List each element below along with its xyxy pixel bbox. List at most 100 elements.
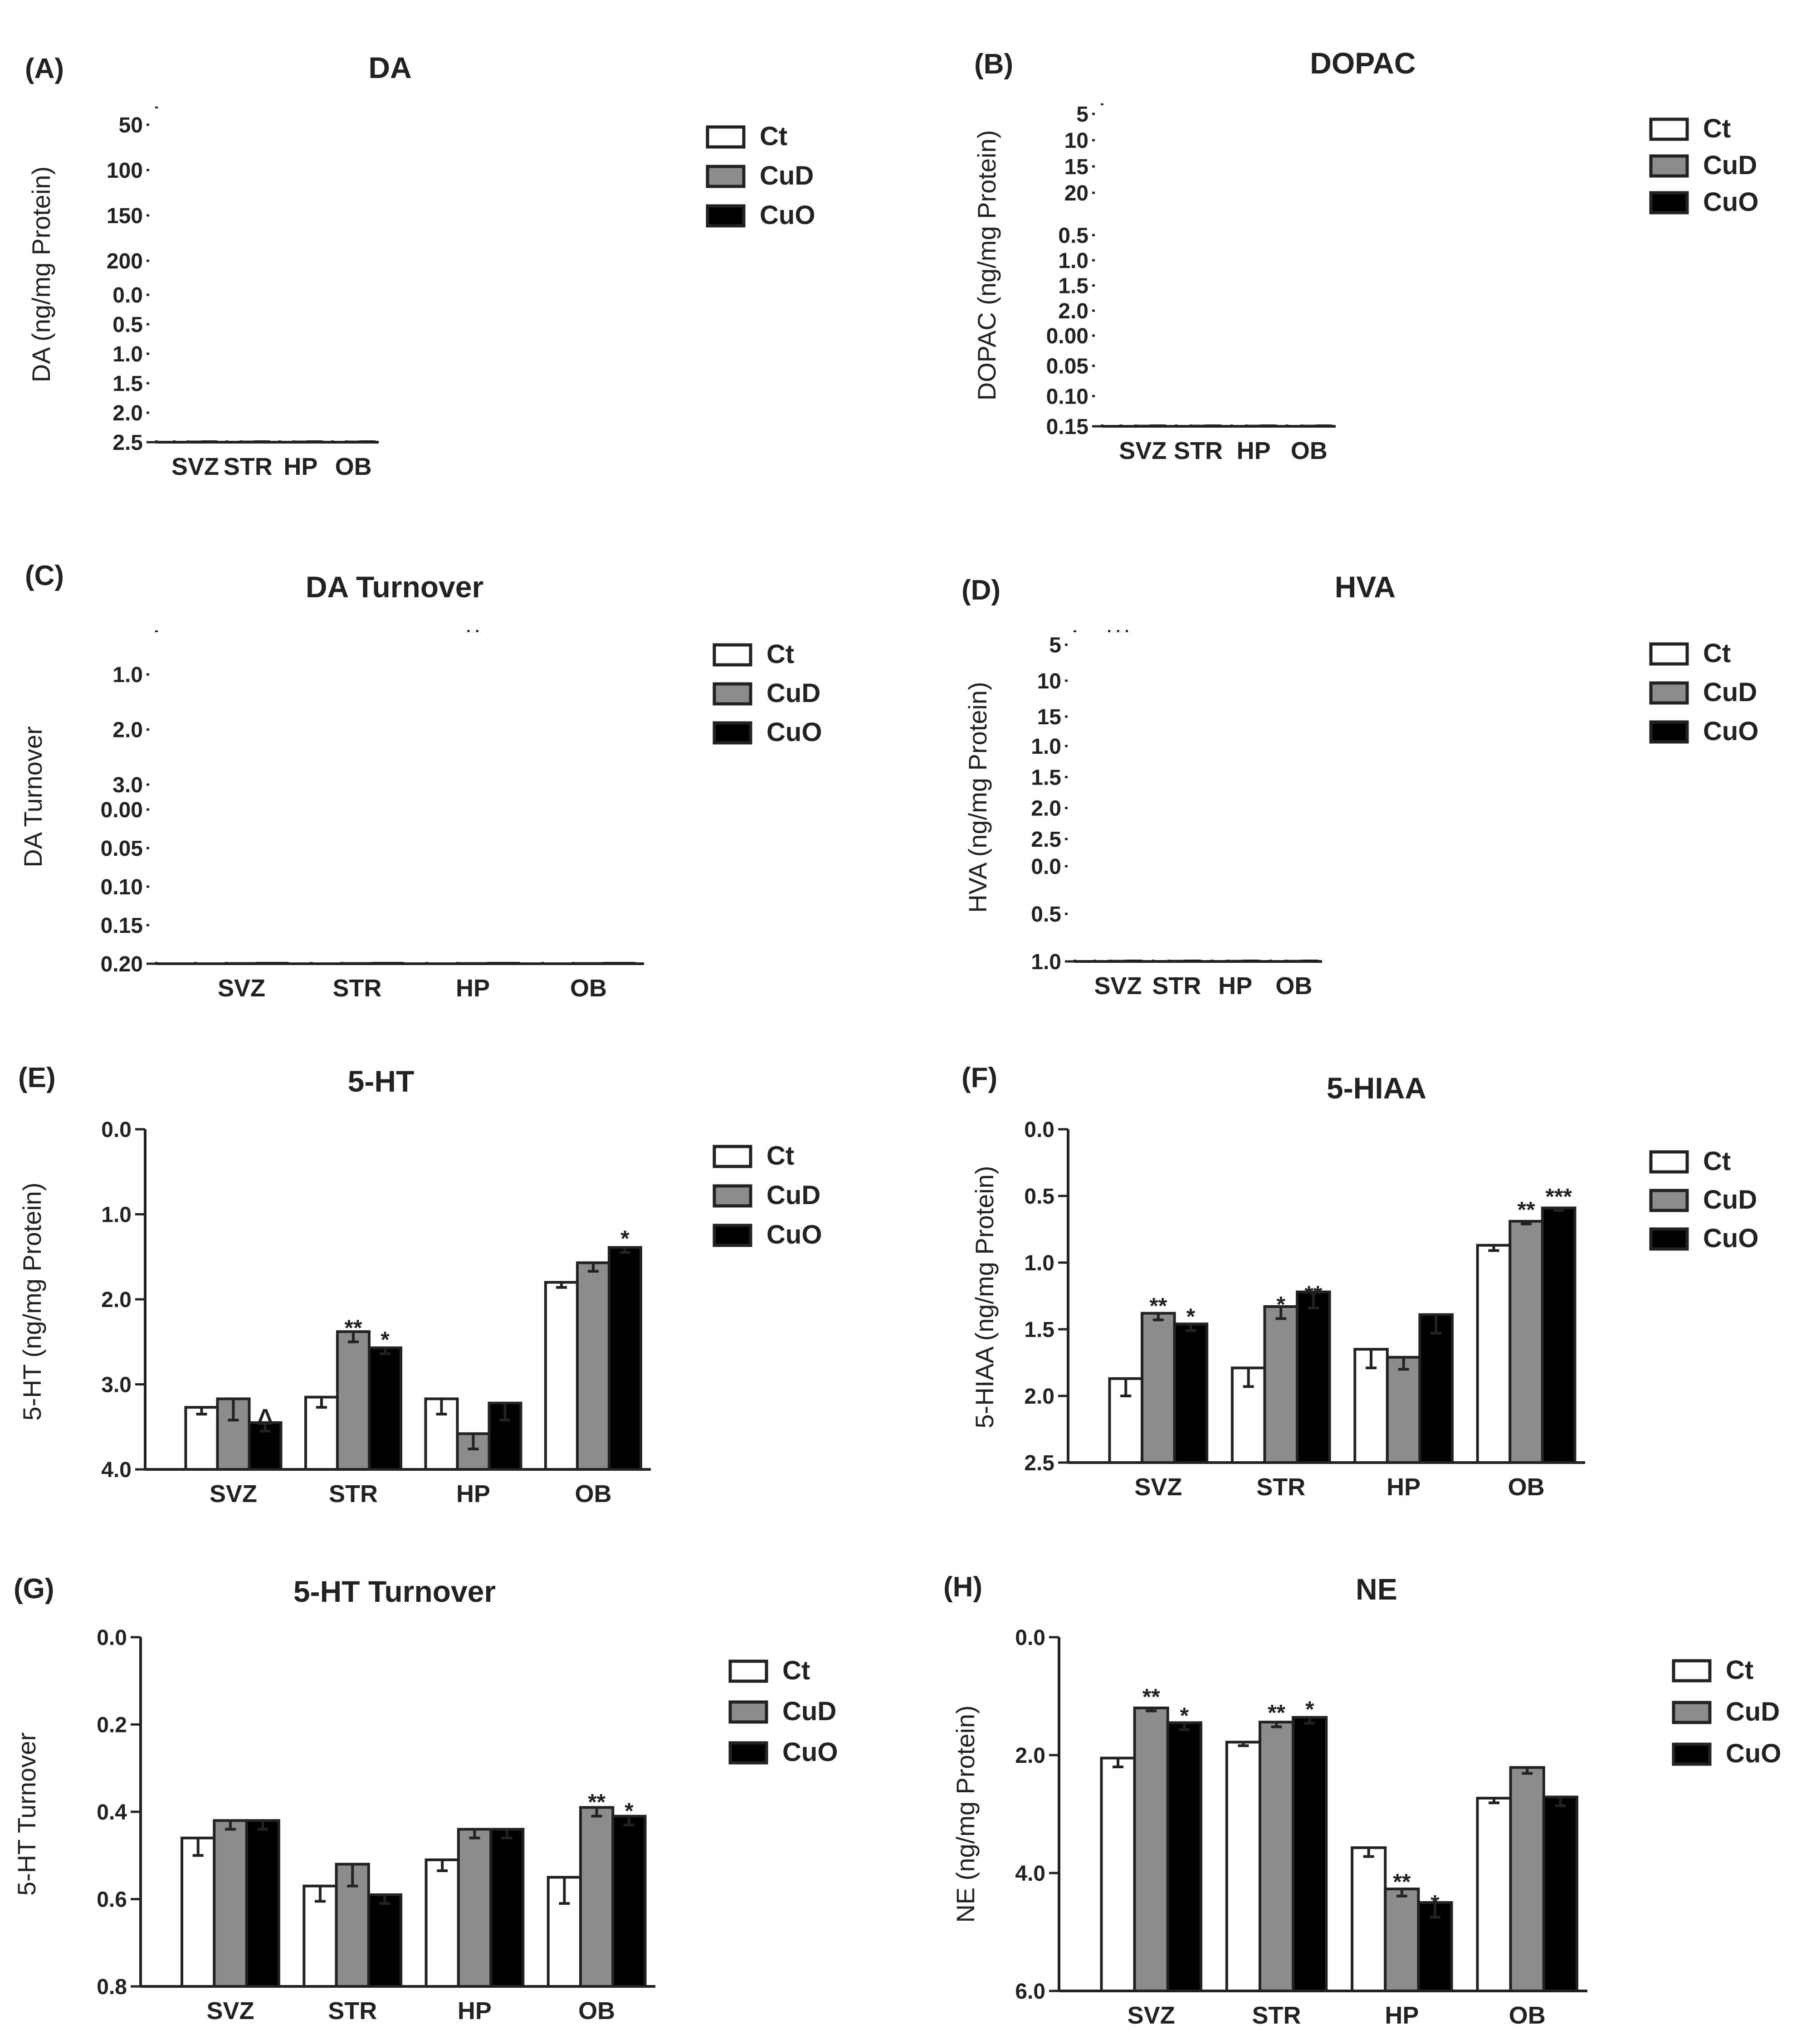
legend-label-cud: CuD	[766, 678, 820, 708]
y-axis-label: HVA (ng/mg Protein)	[963, 682, 992, 912]
y-tick-label: 15	[1064, 155, 1088, 179]
y-tick-label: 2.5	[1024, 1451, 1054, 1475]
bar-cuo-ob	[1541, 1206, 1577, 1464]
y-tick-label: 200	[107, 249, 143, 273]
y-tick-label: 0.2	[97, 1713, 127, 1737]
bar-cuo-hp	[1418, 1313, 1454, 1464]
axis-break-gap	[1095, 105, 1337, 309]
panel-label: (D)	[962, 575, 1001, 606]
legend-label-cuo: CuO	[1703, 187, 1758, 217]
legend-swatch-ct	[713, 1145, 752, 1168]
x-tick-label: OB	[578, 1997, 615, 2024]
legend-label-ct: Ct	[1703, 114, 1731, 143]
legend-swatch-cuo	[728, 1741, 768, 1765]
x-tick-label: OB	[1509, 2002, 1546, 2029]
y-tick-label: 0.0	[97, 1626, 127, 1650]
chart-title: 5-HT Turnover	[293, 1575, 496, 1608]
y-tick-label: 0.20	[101, 952, 143, 976]
y-tick-label: 0.4	[97, 1800, 127, 1824]
y-tick-label: 0.00	[101, 798, 143, 822]
legend-label-ct: Ct	[782, 1656, 810, 1685]
y-tick-label: 2.0	[1058, 299, 1088, 323]
legend-swatch-cud	[713, 682, 752, 706]
legend-swatch-ct	[713, 643, 752, 667]
significance-mark: ***	[1545, 1184, 1572, 1209]
legend-label-ct: Ct	[1703, 1146, 1731, 1176]
legend-swatch-cuo	[713, 721, 752, 745]
significance-mark: **	[1149, 1293, 1167, 1318]
chart-title: DOPAC	[1310, 46, 1416, 80]
x-tick-label: HP	[1218, 972, 1252, 1000]
panel-label: (G)	[14, 1573, 54, 1605]
legend-label-cud: CuD	[1703, 151, 1757, 180]
chart-title: DA	[368, 51, 411, 84]
bar-ct-hp	[425, 1858, 460, 1988]
significance-mark: **	[1518, 1197, 1535, 1223]
y-tick-label: 0.8	[97, 1975, 127, 1999]
legend-label-cud: CuD	[760, 161, 814, 190]
significance-mark: Δ	[257, 1405, 273, 1430]
legend-swatch-cuo	[713, 1224, 752, 1247]
y-tick-label: 0.6	[97, 1888, 127, 1912]
x-tick-label: SVZ	[1134, 1473, 1182, 1501]
bar-cud-svz	[1133, 1707, 1169, 1992]
y-tick-label: 0.0	[1024, 1118, 1054, 1142]
bar-ct-svz	[181, 1836, 216, 1988]
significance-mark: *	[625, 1798, 634, 1824]
bar-cuo-str	[367, 1346, 402, 1471]
bar-cud-hp	[1386, 1356, 1421, 1464]
legend-label-cud: CuD	[782, 1697, 836, 1726]
legend-label-cud: CuD	[1726, 1697, 1780, 1727]
y-tick-label: 1.0	[101, 1203, 132, 1227]
y-tick-label: 0.0	[1015, 1626, 1045, 1650]
legend-label-cud: CuD	[766, 1181, 820, 1210]
y-tick-label: 1.0	[1058, 249, 1088, 273]
legend-label-ct: Ct	[760, 122, 787, 151]
panel-label: (F)	[962, 1062, 997, 1093]
panel-label: (B)	[974, 49, 1013, 80]
y-tick-label: 1.5	[1024, 1318, 1054, 1342]
x-tick-label: OB	[570, 975, 607, 1002]
chart-panel-5: (E) 5-HT 5-HT (ng/mg Protein) 0.0 1.0 2.0 3.0 4…	[18, 1062, 822, 1507]
y-tick-label: 1.5	[1058, 274, 1088, 298]
legend-label-cuo: CuO	[766, 1220, 822, 1249]
y-tick-label: 0.5	[112, 313, 143, 337]
y-tick-label: 0.15	[101, 914, 143, 938]
legend-label-cuo: CuO	[1726, 1739, 1781, 1768]
y-tick-label: 2.0	[101, 1288, 132, 1312]
chart-panel-1: (A) DA DA (ng/mg Protein) 0.0 0.5 1.0 1.5 2.0 2.…	[25, 51, 815, 480]
significance-mark: **	[1304, 1281, 1322, 1307]
legend-swatch-ct	[1649, 1150, 1689, 1174]
chart-title: DA Turnover	[306, 570, 483, 604]
significance-mark: *	[1277, 1292, 1286, 1317]
bar-ct-str	[303, 1884, 338, 1988]
legend-label-cud: CuD	[1703, 678, 1757, 707]
bar-cud-hp	[457, 1828, 493, 1988]
bar-cud-svz	[213, 1819, 248, 1988]
bar-cud-ob	[576, 1261, 610, 1471]
x-tick-label: STR	[328, 1997, 377, 2024]
x-tick-label: HP	[283, 453, 317, 480]
y-tick-label: 6.0	[1015, 1980, 1045, 2004]
significance-mark: **	[1393, 1869, 1411, 1895]
y-tick-label: 10	[1037, 669, 1061, 693]
x-tick-label: STR	[1152, 972, 1201, 1000]
y-tick-label: 150	[107, 204, 143, 228]
y-tick-label: 2.0	[112, 718, 143, 742]
y-tick-label: 0.15	[1046, 415, 1088, 439]
significance-mark: **	[345, 1315, 362, 1341]
bar-cud-hp	[1384, 1888, 1420, 1993]
y-tick-label: 2.0	[1031, 797, 1061, 821]
y-axis-label: DOPAC (ng/mg Protein)	[972, 130, 1001, 400]
y-tick-label: 1.0	[112, 663, 143, 687]
legend-swatch-cud	[706, 165, 746, 188]
y-tick-label: 20	[1064, 181, 1088, 205]
significance-mark: **	[1268, 1700, 1285, 1726]
bar-ct-ob	[544, 1281, 579, 1471]
bar-cuo-svz	[1173, 1322, 1209, 1464]
legend-swatch-cud	[1649, 154, 1689, 178]
y-tick-label: 1.0	[1031, 735, 1061, 759]
y-axis-label: DA Turnover	[19, 726, 47, 867]
legend-swatch-cuo	[1649, 191, 1689, 215]
y-tick-label: 2.0	[112, 401, 143, 425]
